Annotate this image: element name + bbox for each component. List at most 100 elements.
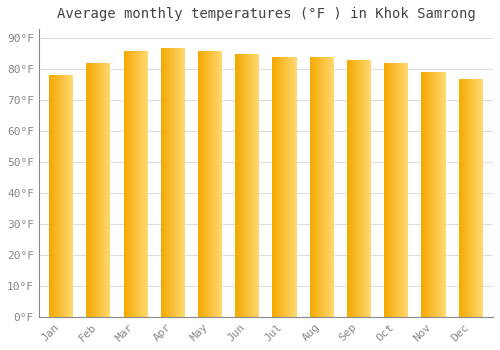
Bar <box>174 48 176 317</box>
Bar <box>368 60 370 317</box>
Bar <box>318 57 319 317</box>
Bar <box>62 76 63 317</box>
Bar <box>216 51 218 317</box>
Bar <box>276 57 278 317</box>
Bar <box>133 51 134 317</box>
Bar <box>275 57 276 317</box>
Bar <box>50 76 51 317</box>
Bar <box>220 51 221 317</box>
Bar <box>360 60 361 317</box>
Bar <box>467 78 468 317</box>
Bar <box>100 63 101 317</box>
Bar <box>289 57 290 317</box>
Bar <box>472 78 473 317</box>
Bar <box>396 63 397 317</box>
Bar <box>351 60 352 317</box>
Bar <box>105 63 106 317</box>
Bar <box>406 63 407 317</box>
Bar <box>242 54 243 317</box>
Bar <box>57 76 58 317</box>
Bar <box>219 51 220 317</box>
Bar <box>429 72 430 317</box>
Bar <box>474 78 475 317</box>
Bar <box>255 54 256 317</box>
Bar <box>246 54 248 317</box>
Bar <box>243 54 244 317</box>
Bar <box>204 51 205 317</box>
Bar <box>458 78 459 317</box>
Bar <box>93 63 94 317</box>
Bar <box>256 54 257 317</box>
Bar <box>163 48 164 317</box>
Bar <box>108 63 110 317</box>
Bar <box>128 51 129 317</box>
Bar <box>56 76 57 317</box>
Bar <box>71 76 72 317</box>
Bar <box>183 48 184 317</box>
Bar <box>386 63 387 317</box>
Bar <box>291 57 292 317</box>
Bar <box>442 72 443 317</box>
Bar <box>239 54 240 317</box>
Bar <box>284 57 285 317</box>
Bar <box>210 51 212 317</box>
Bar <box>180 48 182 317</box>
Bar <box>433 72 434 317</box>
Bar <box>127 51 128 317</box>
Bar <box>107 63 108 317</box>
Bar <box>364 60 365 317</box>
Bar <box>132 51 133 317</box>
Bar <box>129 51 130 317</box>
Bar <box>459 78 460 317</box>
Bar <box>330 57 331 317</box>
Bar <box>106 63 107 317</box>
Bar <box>198 51 199 317</box>
Bar <box>395 63 396 317</box>
Bar <box>212 51 213 317</box>
Bar <box>138 51 139 317</box>
Bar <box>436 72 437 317</box>
Bar <box>385 63 386 317</box>
Bar <box>384 63 385 317</box>
Bar <box>387 63 388 317</box>
Bar <box>207 51 208 317</box>
Bar <box>430 72 431 317</box>
Bar <box>316 57 317 317</box>
Bar <box>274 57 275 317</box>
Bar <box>147 51 148 317</box>
Bar <box>201 51 202 317</box>
Bar <box>480 78 481 317</box>
Bar <box>215 51 216 317</box>
Bar <box>259 54 260 317</box>
Bar <box>393 63 394 317</box>
Bar <box>55 76 56 317</box>
Bar <box>238 54 239 317</box>
Bar <box>314 57 315 317</box>
Bar <box>65 76 66 317</box>
Bar <box>273 57 274 317</box>
Bar <box>437 72 438 317</box>
Bar <box>370 60 371 317</box>
Bar <box>218 51 219 317</box>
Bar <box>173 48 174 317</box>
Bar <box>179 48 180 317</box>
Bar <box>434 72 436 317</box>
Bar <box>103 63 104 317</box>
Bar <box>358 60 359 317</box>
Bar <box>172 48 173 317</box>
Bar <box>348 60 350 317</box>
Bar <box>96 63 97 317</box>
Bar <box>58 76 59 317</box>
Bar <box>254 54 255 317</box>
Bar <box>272 57 273 317</box>
Bar <box>178 48 179 317</box>
Bar <box>352 60 353 317</box>
Bar <box>208 51 209 317</box>
Bar <box>312 57 314 317</box>
Bar <box>320 57 321 317</box>
Bar <box>398 63 400 317</box>
Bar <box>440 72 442 317</box>
Bar <box>361 60 362 317</box>
Bar <box>432 72 433 317</box>
Bar <box>293 57 294 317</box>
